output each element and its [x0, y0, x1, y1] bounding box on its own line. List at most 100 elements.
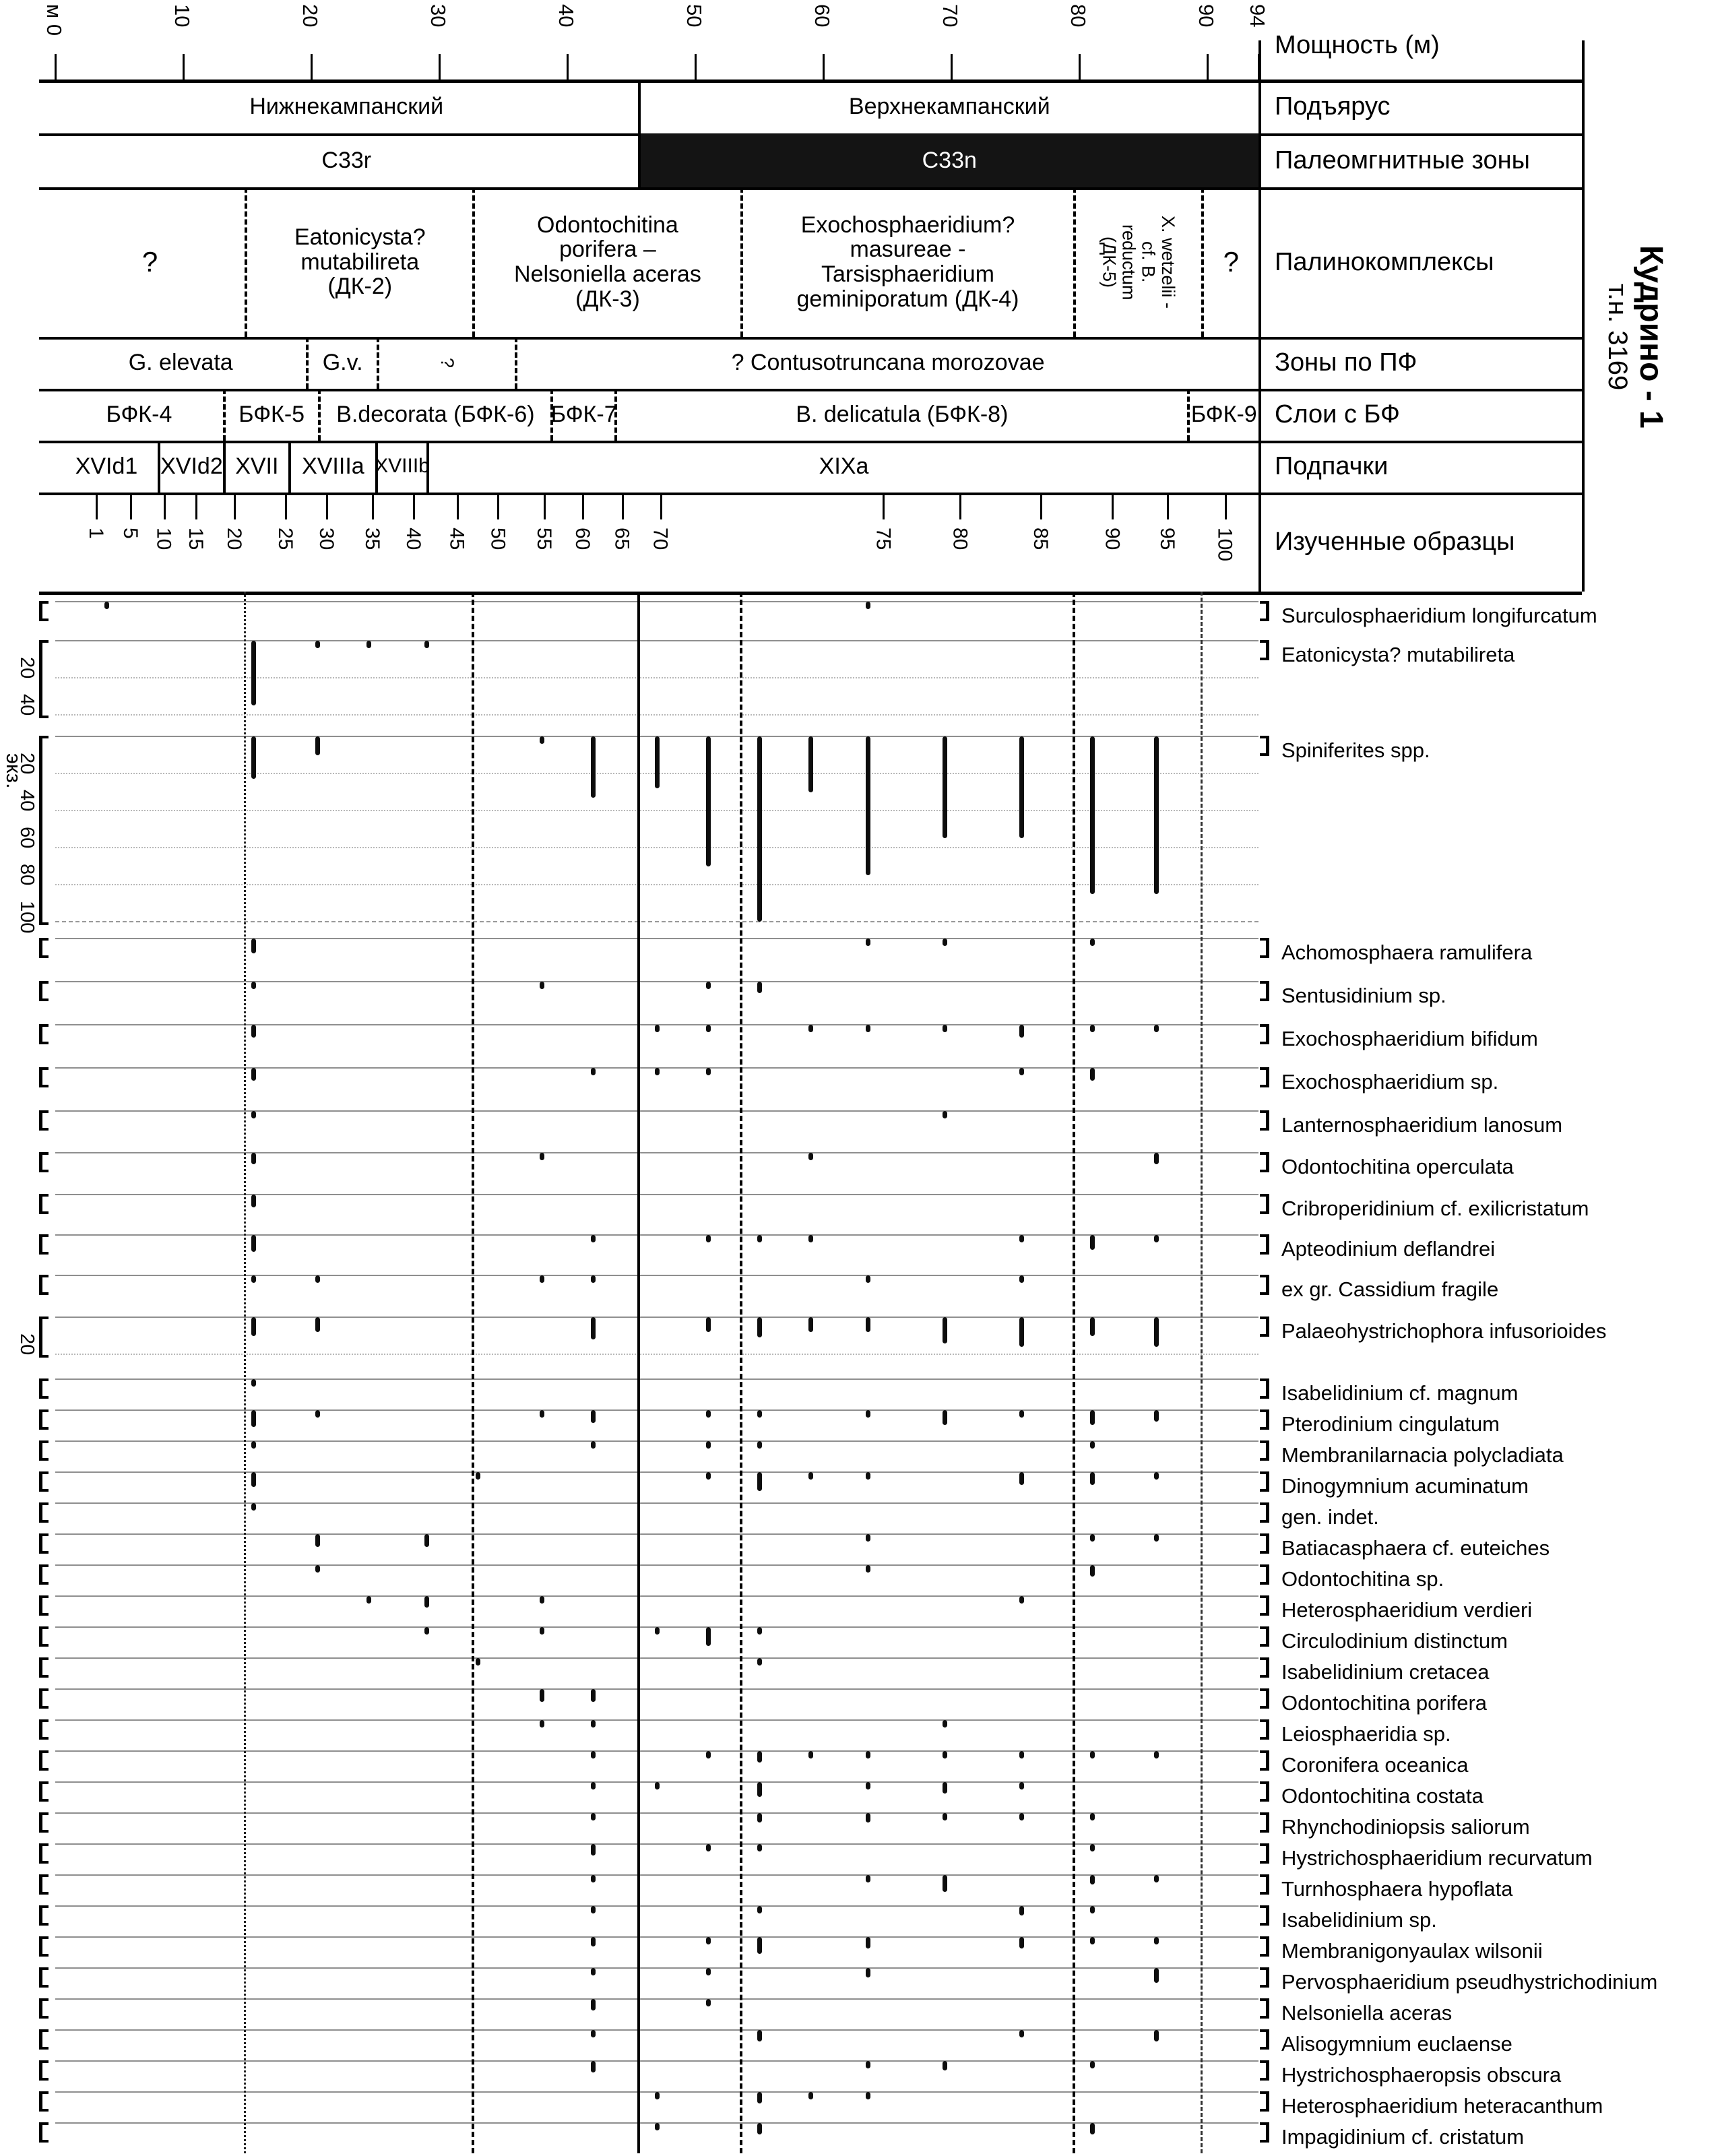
- occurrence-mark: [590, 1441, 596, 1449]
- band-label-substage: Подъярус: [1275, 92, 1391, 121]
- header-cell-bf-layers: B.decorata (БФК-6): [317, 389, 551, 441]
- sample-tick: [660, 493, 662, 519]
- row-right-bracket: [1260, 938, 1269, 958]
- occurrence-mark: [539, 1596, 544, 1604]
- header-cell-text: XIXa: [819, 453, 869, 480]
- occurrence-mark: [1153, 1534, 1159, 1542]
- row-left-bracket: [39, 1471, 49, 1492]
- header-cell-bf-layers: БФК-4: [55, 389, 223, 441]
- occurrence-mark: [1019, 1813, 1024, 1820]
- row-right-bracket: [1260, 1967, 1269, 1988]
- occurrence-mark: [1153, 1472, 1159, 1480]
- header-cell-text: ?: [437, 357, 458, 369]
- occurrence-mark: [251, 1195, 256, 1208]
- row-right-bracket: [1260, 1595, 1269, 1616]
- header-cell-text: C33n: [922, 147, 977, 173]
- row-right-bracket: [1260, 1317, 1269, 1337]
- occurrence-mark: [943, 736, 947, 839]
- sample-number: 15: [185, 528, 207, 550]
- occurrence-mark: [866, 1472, 870, 1480]
- species-baseline: [55, 1409, 1258, 1411]
- row-left-bracket: [39, 1936, 49, 1957]
- occurrence-mark: [1089, 1565, 1095, 1577]
- occurrence-mark: [539, 1410, 544, 1418]
- header-cell-pf-zones: G.v.: [306, 337, 377, 389]
- occurrence-mark: [1019, 736, 1024, 839]
- occurrence-mark: [475, 1472, 480, 1480]
- species-baseline: [55, 1502, 1258, 1504]
- occurrence-mark: [539, 1275, 544, 1283]
- occurrence-mark: [866, 1782, 870, 1789]
- occurrence-mark: [943, 1317, 947, 1343]
- row-right-bracket: [1260, 1440, 1269, 1461]
- header-cell-text: Exochosphaeridium? masureae - Tarsisphae…: [796, 212, 1019, 312]
- occurrence-mark: [705, 1627, 711, 1646]
- header-cell-substage: Верхнекампанский: [637, 80, 1259, 133]
- sample-number: 55: [532, 528, 555, 550]
- header-cell-subunits: XVId1: [55, 441, 158, 493]
- header-cell-text: B. delicatula (БФК-8): [796, 402, 1009, 428]
- abundance-gridline: [55, 714, 1258, 716]
- species-label: Isabelidinium cretacea: [1281, 1660, 1490, 1684]
- sample-tick: [285, 493, 287, 519]
- header-cell-subunits: XVIIIb: [375, 441, 430, 493]
- occurrence-mark: [251, 1275, 256, 1283]
- row-right-bracket: [1260, 1275, 1269, 1295]
- species-baseline: [55, 1533, 1258, 1535]
- occurrence-mark: [866, 1565, 870, 1573]
- depth-tick: [311, 54, 313, 80]
- species-label: Hystrichosphaeropsis obscura: [1281, 2063, 1562, 2087]
- occurrence-mark: [1019, 1751, 1024, 1758]
- occurrence-mark: [1019, 1068, 1024, 1075]
- band-label-magnetozones: Палеомгнитные зоны: [1275, 146, 1530, 175]
- occurrence-mark: [943, 1720, 947, 1727]
- species-label: Isabelidinium sp.: [1281, 1908, 1437, 1932]
- row-right-bracket: [1260, 1905, 1269, 1926]
- occurrence-mark: [1089, 1068, 1095, 1081]
- occurrence-mark: [315, 1275, 320, 1283]
- occurrence-mark: [590, 1410, 596, 1424]
- occurrence-mark: [943, 1875, 947, 1892]
- header-cell-text: Odontochitina porifera – Nelsoniella ace…: [514, 212, 701, 312]
- row-right-bracket: [1260, 2060, 1269, 2081]
- occurrence-mark: [104, 602, 109, 609]
- row-left-bracket: [39, 1967, 49, 1988]
- header-cell-text: БФК-9: [1190, 402, 1257, 428]
- species-label: Alisogymnium euclaense: [1281, 2032, 1512, 2056]
- species-baseline: [55, 938, 1258, 939]
- occurrence-mark: [424, 1627, 429, 1635]
- row-left-bracket: [39, 736, 49, 925]
- occurrence-mark: [866, 1813, 870, 1822]
- species-label: Dinogymnium acuminatum: [1281, 1474, 1529, 1498]
- occurrence-mark: [251, 1379, 256, 1387]
- row-left-bracket: [39, 1750, 49, 1771]
- occurrence-mark: [1089, 736, 1095, 894]
- occurrence-mark: [1019, 1025, 1024, 1038]
- header-cell-text: XVId2: [160, 453, 223, 480]
- row-left-bracket: [39, 1194, 49, 1214]
- sample-tick: [497, 493, 500, 519]
- depth-tick: [695, 54, 697, 80]
- occurrence-mark: [251, 939, 256, 953]
- borehole-number: т.н. 3169: [1603, 283, 1632, 391]
- sample-tick: [130, 493, 133, 519]
- species-baseline: [55, 2029, 1258, 2031]
- header-cell-subunits: XVId2: [158, 441, 223, 493]
- occurrence-mark: [590, 1689, 596, 1703]
- header-cell-palynocomplexes: Odontochitina porifera – Nelsoniella ace…: [472, 187, 740, 337]
- occurrence-mark: [1089, 1534, 1095, 1542]
- occurrence-mark: [590, 2061, 596, 2072]
- occurrence-mark: [590, 1235, 596, 1242]
- header-cell-text: XVII: [235, 453, 279, 480]
- header-cell-text: Eatonicysta? mutabilireta (ДК-2): [294, 224, 426, 300]
- occurrence-mark: [866, 736, 870, 876]
- occurrence-mark: [366, 1596, 371, 1604]
- occurrence-mark: [1089, 1906, 1095, 1913]
- species-label: Rhynchodiniopsis saliorum: [1281, 1815, 1530, 1839]
- occurrence-mark: [705, 1068, 711, 1075]
- depth-axis-caption: Мощность (м): [1275, 31, 1440, 59]
- occurrence-mark: [705, 1937, 711, 1944]
- occurrence-mark: [705, 1410, 711, 1418]
- zone-guide-line: [1200, 592, 1203, 2153]
- occurrence-mark: [539, 982, 544, 989]
